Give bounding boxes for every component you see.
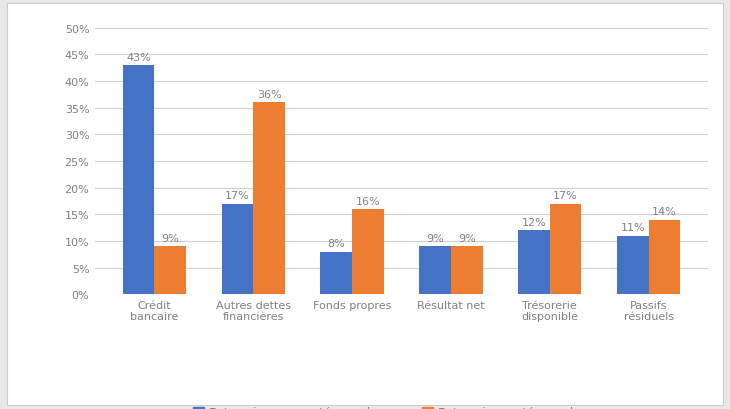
Bar (320, 252, 352, 294)
Bar (253, 103, 285, 294)
Text: 17%: 17% (225, 191, 250, 201)
Bar (451, 247, 483, 294)
Bar (155, 247, 186, 294)
Bar (352, 209, 384, 294)
Text: 9%: 9% (458, 234, 476, 243)
Text: 12%: 12% (521, 218, 546, 227)
Text: 43%: 43% (126, 53, 151, 63)
Text: 14%: 14% (652, 207, 677, 217)
Bar (550, 204, 581, 294)
Legend: Entreprises non cotées en bourse, Entreprises cotées en bourse: Entreprises non cotées en bourse, Entrep… (188, 401, 615, 409)
Text: 9%: 9% (426, 234, 444, 243)
Bar (123, 66, 155, 294)
Text: 16%: 16% (356, 196, 380, 206)
Bar (617, 236, 648, 294)
Text: 9%: 9% (161, 234, 179, 243)
Bar (518, 231, 550, 294)
Bar (419, 247, 451, 294)
Text: 8%: 8% (327, 239, 345, 249)
Text: 36%: 36% (257, 90, 281, 100)
Bar (222, 204, 253, 294)
Text: 17%: 17% (553, 191, 578, 201)
Bar (648, 220, 680, 294)
Text: 11%: 11% (620, 223, 645, 233)
